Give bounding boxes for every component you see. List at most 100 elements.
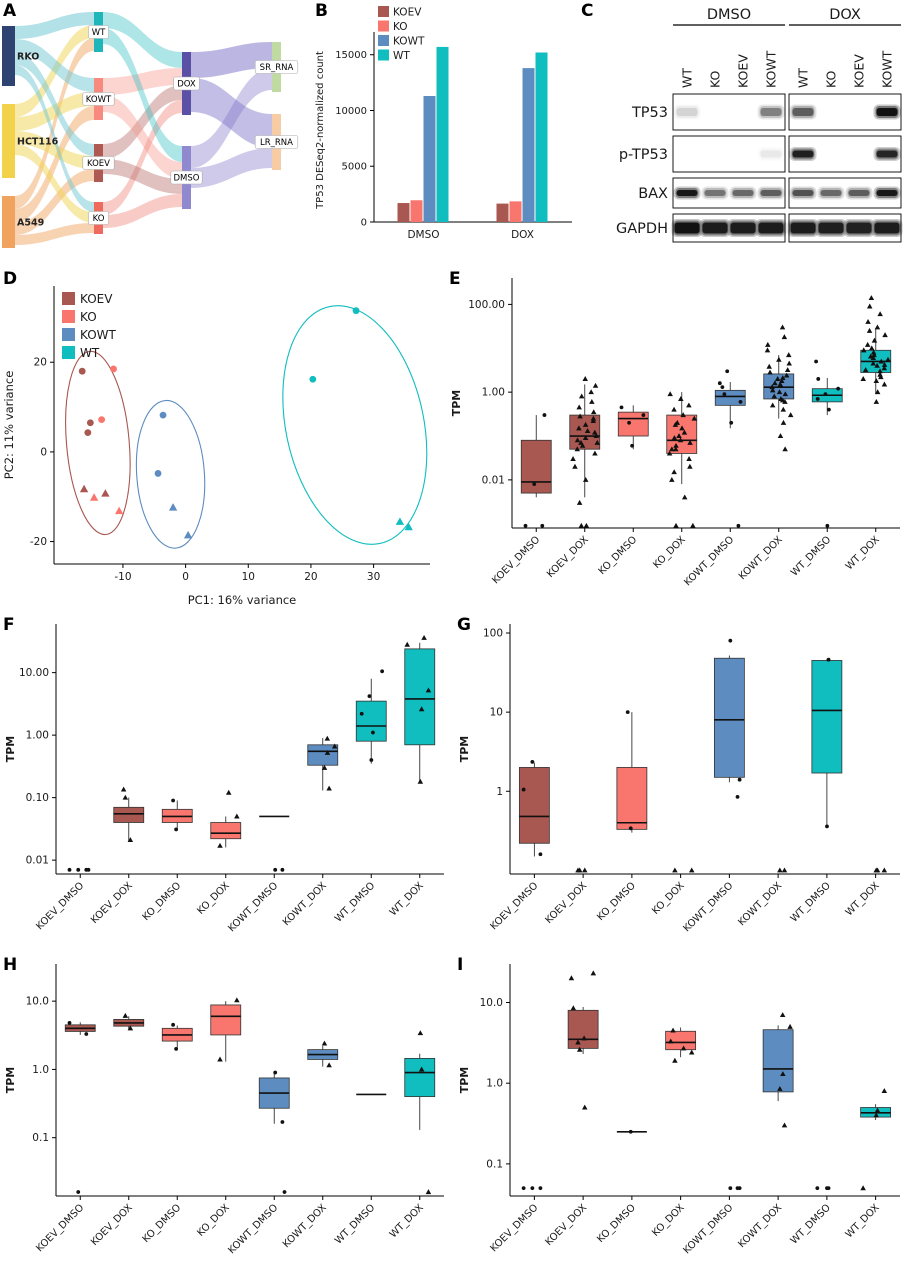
svg-text:HCT116: HCT116 xyxy=(17,137,59,148)
x-category-label: KOEV_DMSO xyxy=(488,880,540,932)
triangle-point xyxy=(874,324,881,330)
data-point xyxy=(725,369,730,374)
box-KOEV_DMSO xyxy=(518,767,550,844)
x-category-label: KOEV_DOX xyxy=(545,534,591,580)
triangle-point xyxy=(782,446,788,452)
data-point xyxy=(171,1022,175,1027)
triangle-point xyxy=(79,484,89,493)
triangle-point xyxy=(784,367,791,373)
box-KO_DOX xyxy=(210,1004,242,1036)
svg-text:30: 30 xyxy=(367,571,380,583)
triangle-point xyxy=(781,867,788,873)
pca-point xyxy=(159,411,167,419)
triangle-point xyxy=(690,522,696,528)
panel-b: B 0 5000 10000 15000 DMSO DOX KOEV KO KOWT WT TP53… xyxy=(312,0,580,264)
svg-text:20: 20 xyxy=(304,571,317,583)
triangle-point xyxy=(425,687,432,693)
triangle-point xyxy=(865,318,871,324)
legend-swatch-KOEV xyxy=(62,292,75,305)
panel-e: E 0.01 1.00 100.00 KOEV_DMSO KOEV_DOX KO_DMSO… xyxy=(446,268,910,612)
blot-band xyxy=(757,186,785,200)
legend-swatch-KOEV xyxy=(378,6,389,17)
svg-text:1.00: 1.00 xyxy=(26,730,49,742)
data-point xyxy=(532,482,537,487)
boxplot-i: 0.1 1.0 10.0 KOEV_DMSO KOEV_DOX KO_DMSO KO_DOX… xyxy=(458,964,900,1256)
data-point xyxy=(538,852,543,857)
blot-band xyxy=(817,186,845,200)
pca-point xyxy=(84,429,92,437)
boxplot-h: 0.1 1.0 10.0 KOEV_DMSO KOEV_DOX KO_DMSO KO_DOX… xyxy=(4,964,444,1256)
triangle-point xyxy=(881,365,888,371)
sankey-link xyxy=(103,100,182,215)
data-point xyxy=(371,730,375,735)
node-label-box xyxy=(254,60,299,74)
panel-e-label: E xyxy=(449,269,461,289)
svg-text:10000: 10000 xyxy=(335,106,367,117)
triangle-point xyxy=(217,1056,223,1062)
lane-label: KOEV xyxy=(852,54,867,88)
blot-band xyxy=(701,186,729,200)
triangle-point xyxy=(866,303,873,309)
triangle-point xyxy=(579,442,586,448)
data-point xyxy=(174,827,179,832)
triangle-point xyxy=(779,1012,786,1018)
triangle-point xyxy=(687,439,693,445)
triangle-point xyxy=(686,456,692,461)
triangle-point xyxy=(688,867,695,873)
bar-WT-DOX xyxy=(535,52,548,222)
triangle-point xyxy=(671,406,677,412)
triangle-point xyxy=(777,867,783,873)
triangle-point xyxy=(868,295,875,301)
triangle-point xyxy=(670,1027,676,1033)
triangle-point xyxy=(860,1185,866,1191)
data-point xyxy=(280,1120,285,1124)
pca-point xyxy=(110,365,117,373)
triangle-point xyxy=(578,522,585,528)
svg-text:1: 1 xyxy=(496,786,503,798)
triangle-point xyxy=(122,1012,129,1018)
data-point xyxy=(827,407,831,412)
triangle-point xyxy=(878,374,884,380)
lane-label: KO xyxy=(824,70,839,88)
panel-c-label: C xyxy=(581,1,594,21)
x-category-label: KOEV_DMSO xyxy=(488,1202,540,1254)
data-point xyxy=(76,1190,81,1194)
box-KOEV_DOX xyxy=(567,1009,599,1049)
triangle-point xyxy=(581,1104,588,1110)
triangle-point xyxy=(582,435,589,441)
svg-text:DOX: DOX xyxy=(829,7,861,23)
svg-text:GAPDH: GAPDH xyxy=(616,221,668,237)
triangle-point xyxy=(860,376,866,381)
data-point xyxy=(738,399,743,404)
triangle-point xyxy=(786,360,792,366)
data-point xyxy=(729,420,734,425)
svg-text:KOEV: KOEV xyxy=(80,292,113,306)
sankey-link xyxy=(103,95,182,179)
triangle-point xyxy=(769,384,775,390)
box-KO_DOX xyxy=(210,822,242,840)
triangle-point xyxy=(864,341,871,347)
data-point xyxy=(823,392,828,397)
pca-point xyxy=(98,416,106,424)
sankey-link xyxy=(103,28,182,162)
data-point xyxy=(816,377,821,381)
x-category-label: KOWT_DMSO xyxy=(681,880,735,934)
sankey-link xyxy=(15,223,94,245)
svg-text:100.00: 100.00 xyxy=(468,299,505,311)
triangle-point xyxy=(782,398,788,404)
panel-h-label: H xyxy=(3,955,18,975)
svg-text:-10: -10 xyxy=(114,571,131,583)
triangle-point xyxy=(672,421,679,427)
x-category-label: KO_DMSO xyxy=(597,534,640,577)
svg-text:WT: WT xyxy=(80,346,100,360)
svg-text:KO: KO xyxy=(93,214,105,224)
triangle-point xyxy=(593,433,599,439)
data-point xyxy=(282,1190,287,1194)
triangle-point xyxy=(780,375,786,381)
triangle-point xyxy=(688,1049,695,1055)
triangle-point xyxy=(592,450,598,456)
triangle-point xyxy=(594,439,601,445)
triangle-point xyxy=(417,778,424,784)
triangle-point xyxy=(669,476,675,482)
pca-point xyxy=(86,419,94,427)
